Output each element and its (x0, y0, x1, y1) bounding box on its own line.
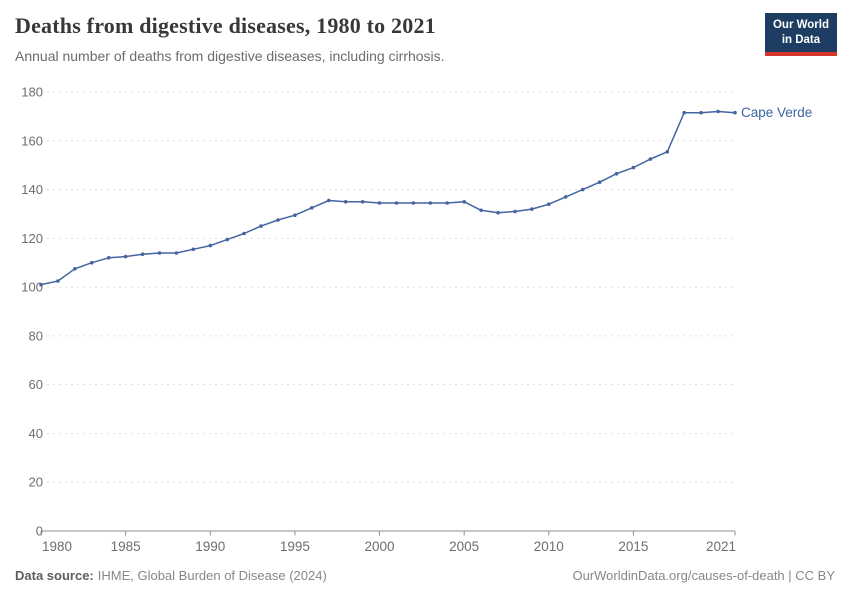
data-point[interactable] (360, 200, 365, 204)
data-point[interactable] (716, 109, 720, 114)
data-point[interactable] (530, 207, 534, 211)
data-point[interactable] (411, 201, 416, 205)
y-tick-label: 160 (21, 133, 43, 148)
data-point[interactable] (56, 279, 60, 283)
data-point[interactable] (73, 267, 77, 271)
data-point[interactable] (513, 209, 517, 214)
y-tick-label: 40 (29, 426, 43, 441)
y-tick-label: 120 (21, 231, 43, 246)
data-source-value: IHME, Global Burden of Disease (2024) (97, 568, 327, 583)
data-point[interactable] (276, 218, 280, 222)
data-point[interactable] (140, 252, 145, 256)
x-tick-label: 1985 (111, 539, 141, 554)
data-point[interactable] (39, 282, 43, 287)
data-point[interactable] (106, 255, 111, 260)
chart-header: Deaths from digestive diseases, 1980 to … (15, 13, 752, 64)
data-point[interactable] (174, 251, 179, 255)
data-point[interactable] (90, 260, 94, 265)
data-point[interactable] (547, 202, 551, 206)
footer-credit-link[interactable]: OurWorldinData.org/causes-of-death | CC … (572, 568, 835, 583)
entity-label[interactable]: Cape Verde (741, 105, 812, 120)
data-point[interactable] (394, 201, 399, 205)
x-tick-label: 2010 (534, 539, 564, 554)
data-point[interactable] (733, 110, 737, 115)
data-point[interactable] (462, 200, 467, 204)
data-point[interactable] (259, 224, 263, 228)
data-point[interactable] (648, 157, 653, 161)
owid-logo-line1: Our World (772, 19, 829, 31)
data-point[interactable] (377, 201, 382, 205)
x-tick-label: 2005 (449, 539, 479, 554)
y-tick-label: 180 (21, 85, 43, 100)
y-tick-label: 100 (21, 280, 43, 295)
data-point[interactable] (580, 187, 585, 192)
x-tick-label: 2000 (365, 539, 395, 554)
data-point[interactable] (225, 237, 229, 242)
chart-title: Deaths from digestive diseases, 1980 to … (15, 13, 436, 38)
data-point[interactable] (428, 201, 433, 205)
data-line-cape-verde[interactable] (40, 110, 736, 286)
data-point[interactable] (191, 247, 196, 252)
x-tick-label: 1995 (280, 539, 310, 554)
chart-subtitle: Annual number of deaths from digestive d… (15, 48, 445, 64)
data-point[interactable] (496, 210, 500, 215)
data-source-label: Data source: (15, 568, 94, 583)
data-point[interactable] (343, 200, 348, 204)
data-point[interactable] (310, 206, 314, 210)
x-tick-label: 2015 (618, 539, 648, 554)
data-point[interactable] (123, 254, 128, 259)
data-point[interactable] (157, 251, 162, 255)
data-point[interactable] (242, 231, 246, 236)
data-point[interactable] (665, 150, 670, 154)
y-tick-label: 20 (29, 475, 43, 490)
y-tick-label: 0 (36, 524, 43, 539)
data-point[interactable] (597, 180, 602, 184)
data-point[interactable] (445, 201, 450, 205)
chart-footer: Data source: IHME, Global Burden of Disea… (15, 568, 835, 583)
data-point[interactable] (327, 198, 331, 203)
x-tick-label: 1990 (195, 539, 225, 554)
y-tick-label: 80 (29, 328, 43, 343)
data-point[interactable] (682, 110, 686, 115)
data-source-text: Data source: IHME, Global Burden of Disea… (15, 568, 327, 583)
data-point[interactable] (293, 213, 297, 217)
x-tick-label: 2021 (706, 539, 736, 554)
data-point[interactable] (631, 165, 636, 170)
x-tick-label: 1980 (42, 539, 72, 554)
data-point[interactable] (614, 171, 619, 176)
data-point[interactable] (479, 208, 483, 213)
data-point[interactable] (208, 243, 213, 248)
owid-logo[interactable]: Our World in Data (764, 13, 837, 56)
y-tick-label: 140 (21, 182, 43, 197)
y-tick-label: 60 (29, 377, 43, 392)
data-point[interactable] (699, 110, 703, 115)
data-point[interactable] (563, 195, 568, 199)
owid-logo-line2: in Data (781, 33, 821, 46)
